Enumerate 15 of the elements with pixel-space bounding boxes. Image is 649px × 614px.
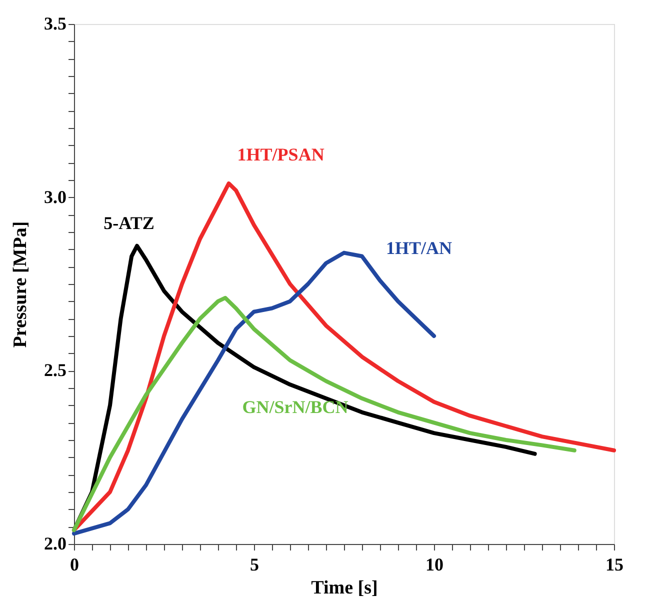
series-label: 1HT/PSAN <box>237 144 324 164</box>
y-tick-label: 2.0 <box>44 534 66 554</box>
y-tick-label: 3.0 <box>44 186 66 207</box>
x-axis-title: Time [s] <box>311 578 378 598</box>
x-tick-label: 15 <box>606 554 624 574</box>
y-tick-label: 2.5 <box>44 360 66 380</box>
series-label: 5-ATZ <box>104 212 154 233</box>
y-tick-label: 3.5 <box>44 14 66 34</box>
series-label: GN/SrN/BCN <box>242 396 348 417</box>
x-tick-label: 0 <box>70 554 79 574</box>
series-label: 1HT/AN <box>386 238 452 258</box>
y-axis-title: Pressure [MPa] <box>10 221 31 348</box>
x-tick-label: 5 <box>250 554 259 574</box>
line-series <box>72 296 576 532</box>
x-tick-label: 10 <box>426 554 444 574</box>
